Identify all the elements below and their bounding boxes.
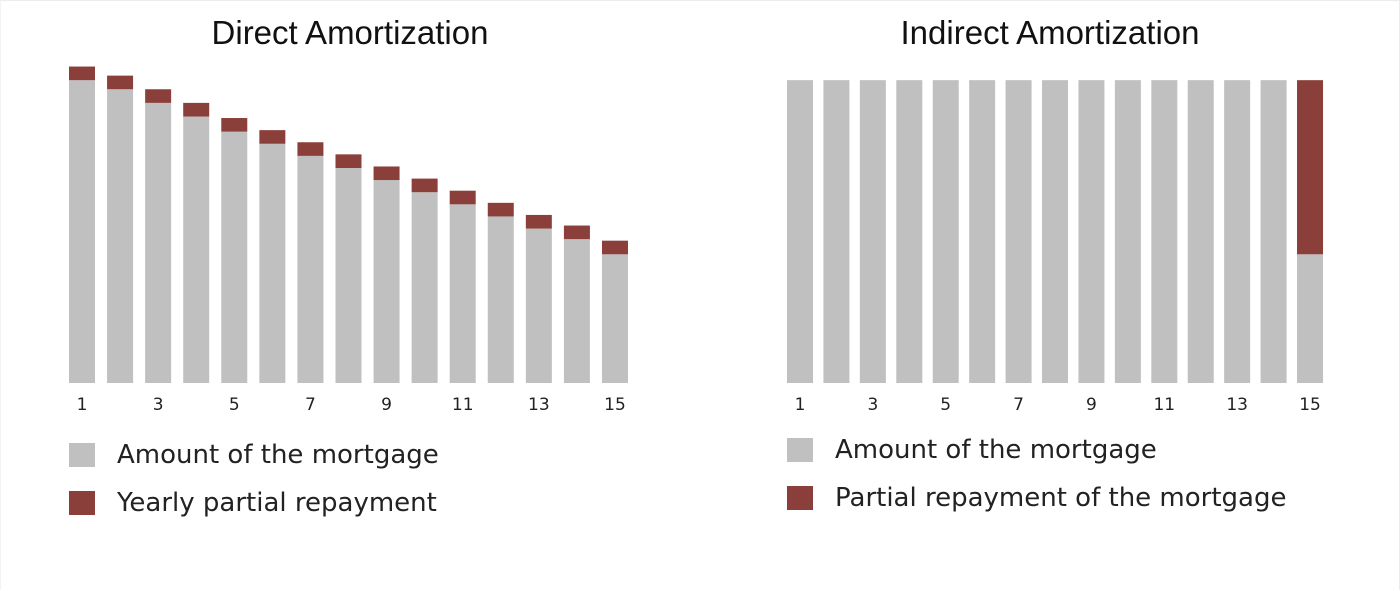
bar-mortgage xyxy=(1224,80,1251,384)
x-tick-label: 5 xyxy=(940,395,951,415)
bar-mortgage xyxy=(1260,80,1287,384)
x-tick-label: 9 xyxy=(1086,395,1097,415)
bar-mortgage xyxy=(297,155,324,383)
bar-mortgage xyxy=(259,143,286,383)
legend: Amount of the mortgage Partial repayment… xyxy=(787,426,1286,522)
x-tick-label: 1 xyxy=(795,395,806,415)
direct-amortization-chart: Direct Amortization 1 3 5 7 9 11 13 15 Amount o… xyxy=(69,14,628,527)
bar-repayment xyxy=(449,190,476,205)
bar-mortgage xyxy=(69,80,95,384)
x-tick-label: 15 xyxy=(1299,395,1321,415)
bar-mortgage xyxy=(932,80,959,384)
legend-label: Amount of the mortgage xyxy=(835,435,1157,465)
bar-mortgage xyxy=(859,80,886,384)
legend-label: Partial repayment of the mortgage xyxy=(835,483,1287,513)
x-tick-label: 7 xyxy=(1013,395,1024,415)
bar-mortgage xyxy=(487,216,514,383)
x-tick-label: 3 xyxy=(867,395,878,415)
bar-repayment xyxy=(563,225,590,240)
x-tick-label: 13 xyxy=(528,395,550,415)
chart-title: Indirect Amortization xyxy=(900,14,1200,51)
bar-repayment xyxy=(183,102,210,117)
x-tick-label: 5 xyxy=(229,395,240,415)
legend-swatch-mortgage xyxy=(69,443,95,467)
x-tick-label: 11 xyxy=(452,395,474,415)
indirect-amortization-chart: Indirect Amortization 1 3 5 7 9 11 13 15 Amount… xyxy=(700,0,1400,591)
chart-title: Direct Amortization xyxy=(211,14,489,51)
bar-repayment xyxy=(259,130,286,144)
bar-mortgage xyxy=(787,80,813,384)
legend-item-repayment: Partial repayment of the mortgage xyxy=(787,474,1286,522)
bar-mortgage xyxy=(411,192,438,383)
x-tick-label: 11 xyxy=(1153,395,1175,415)
bar-mortgage xyxy=(1187,80,1214,384)
bar-mortgage xyxy=(335,167,362,383)
bar-mortgage xyxy=(221,131,248,383)
bar-repayment xyxy=(373,166,400,181)
bar-repayment xyxy=(487,202,514,217)
indirect-amortization-plot: 1 3 5 7 9 11 13 15 xyxy=(787,80,1324,415)
bar-repayment xyxy=(107,75,134,90)
x-tick-label: 15 xyxy=(604,395,626,415)
x-tick-label: 7 xyxy=(305,395,316,415)
x-tick-label: 13 xyxy=(1226,395,1248,415)
bar-repayment xyxy=(145,89,172,103)
bar-repayment xyxy=(525,214,552,229)
legend-label: Amount of the mortgage xyxy=(117,440,439,470)
bar-mortgage xyxy=(1114,80,1141,384)
bar-mortgage xyxy=(183,116,210,384)
legend-item-mortgage: Amount of the mortgage xyxy=(787,426,1286,474)
legend: Amount of the mortgage Yearly partial re… xyxy=(69,431,439,527)
direct-amortization-plot: 1 3 5 7 9 11 13 15 xyxy=(69,66,628,415)
bar-mortgage xyxy=(107,89,134,384)
bar-mortgage xyxy=(601,254,628,383)
bar-mortgage xyxy=(145,102,172,383)
legend-item-mortgage: Amount of the mortgage xyxy=(69,431,439,479)
bar-mortgage xyxy=(896,80,923,384)
bar-repayment xyxy=(69,66,95,81)
legend-swatch-mortgage xyxy=(787,438,813,462)
bar-repayment xyxy=(335,154,362,168)
bar-repayment xyxy=(601,240,628,255)
bar-mortgage xyxy=(563,239,590,383)
bar-mortgage xyxy=(373,180,400,383)
x-tick-label: 1 xyxy=(77,395,88,415)
bar-mortgage xyxy=(823,80,850,384)
bar-repayment xyxy=(411,178,438,193)
bar-mortgage xyxy=(525,228,552,383)
x-tick-label: 9 xyxy=(381,395,392,415)
legend-item-repayment: Yearly partial repayment xyxy=(69,479,439,527)
bar-mortgage xyxy=(1297,254,1324,383)
bar-repayment xyxy=(1297,80,1324,255)
bar-mortgage xyxy=(449,204,476,383)
bar-mortgage xyxy=(969,80,996,384)
bar-mortgage xyxy=(1005,80,1032,384)
legend-swatch-repayment xyxy=(69,491,95,515)
bar-repayment xyxy=(297,142,324,156)
bar-mortgage xyxy=(1078,80,1105,384)
bar-mortgage xyxy=(1151,80,1178,384)
x-tick-label: 3 xyxy=(153,395,164,415)
bar-repayment xyxy=(221,118,248,132)
legend-swatch-repayment xyxy=(787,486,813,510)
bar-mortgage xyxy=(1042,80,1069,384)
legend-label: Yearly partial repayment xyxy=(117,488,437,518)
